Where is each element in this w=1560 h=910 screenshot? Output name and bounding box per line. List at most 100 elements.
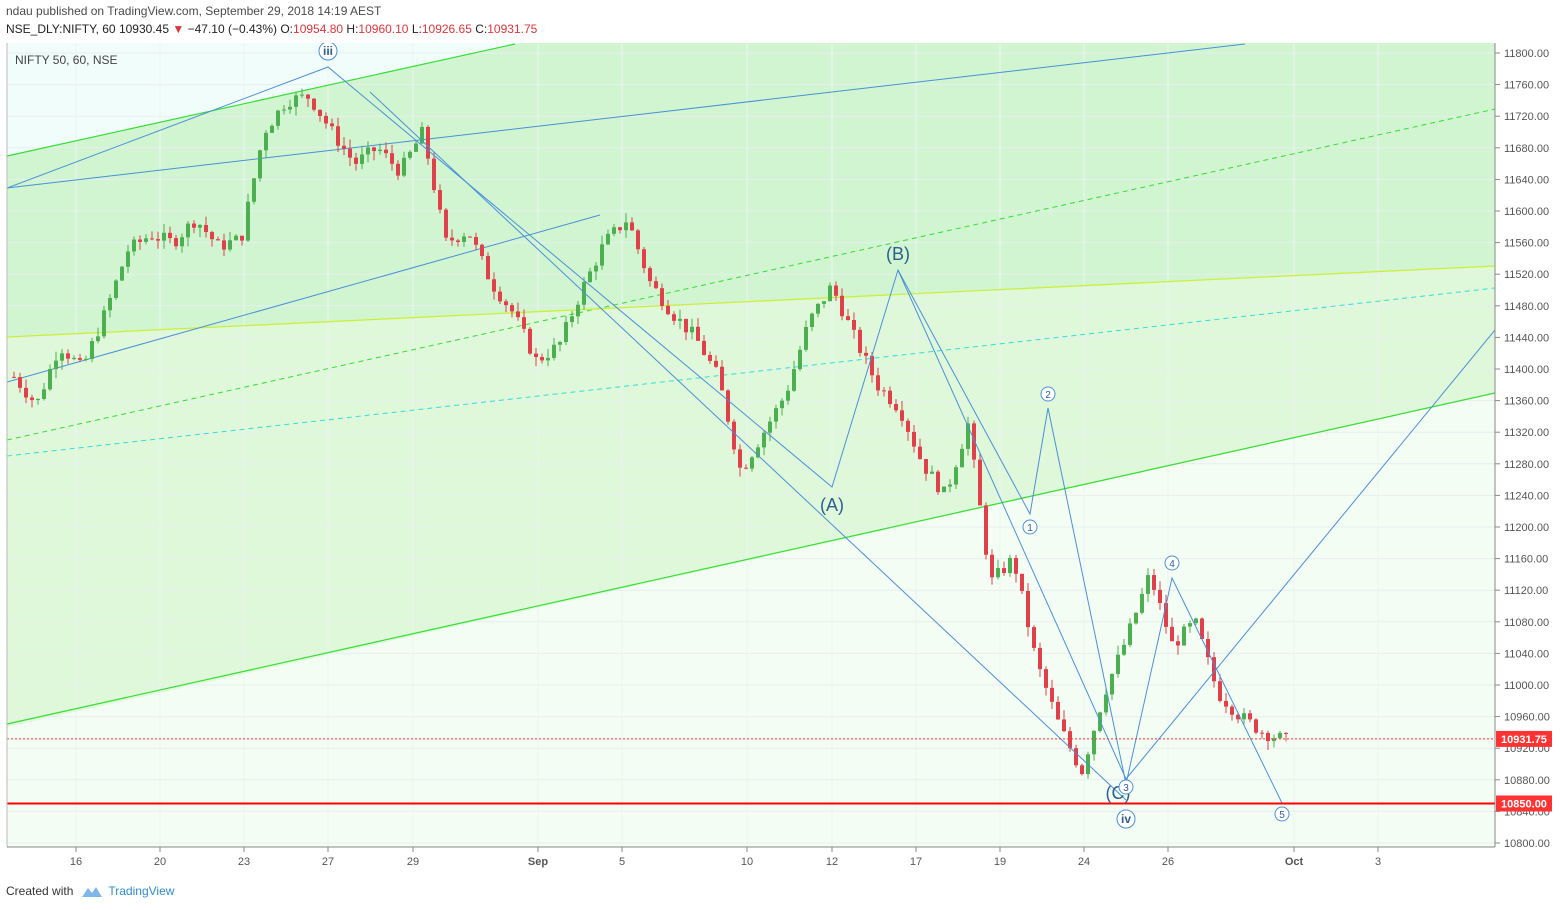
wave-label-circle [318, 43, 338, 61]
candle-body [276, 110, 280, 126]
publisher-name[interactable]: ndau [6, 4, 33, 18]
candle-body [1278, 732, 1282, 739]
down-arrow-icon: ▼ [172, 22, 185, 36]
candle-body [426, 126, 430, 159]
candle-body [60, 353, 64, 361]
candle-body [462, 236, 466, 243]
candle-body [450, 237, 454, 241]
price-tick-label: 11320.00 [1504, 427, 1549, 439]
support-price-tag: 10850.00 [1501, 799, 1547, 811]
candle-body [594, 265, 598, 272]
time-tick-label: 19 [994, 856, 1006, 868]
candle-body [1020, 573, 1024, 591]
low-value: 10926.65 [421, 22, 472, 36]
candle-body [624, 222, 628, 231]
candle-body [768, 421, 772, 433]
cyan-dashed-line [7, 287, 1495, 457]
candle-body [810, 313, 814, 328]
candle-body [258, 150, 262, 179]
candle-body [600, 244, 604, 266]
candle-body [126, 251, 130, 267]
candle-body [546, 357, 550, 361]
candle-body [372, 147, 376, 152]
candle-body [1002, 568, 1006, 574]
wave-polyline [7, 66, 1495, 780]
candle-body [840, 295, 844, 317]
candle-body [1026, 590, 1030, 628]
candle-body [270, 125, 274, 133]
candle-body [966, 423, 970, 449]
candle-body [360, 154, 364, 164]
time-tick-label: 16 [70, 856, 82, 868]
chart-legend-title: NIFTY 50, 60, NSE [15, 53, 118, 67]
candle-body [330, 123, 334, 127]
candle-body [312, 98, 316, 110]
candle-body [636, 230, 640, 250]
candle-body [102, 310, 106, 337]
price-tick-label: 11640.00 [1504, 174, 1549, 186]
candle-body [882, 390, 886, 392]
wave-label-circle [1022, 519, 1038, 535]
candle-body [402, 157, 406, 176]
candle-body [1092, 730, 1096, 755]
candle-body [78, 358, 82, 360]
candle-body [924, 459, 928, 474]
candle-body [1260, 732, 1264, 734]
price-tick-label: 11400.00 [1504, 364, 1549, 376]
candle-body [204, 224, 208, 233]
candle-body [228, 240, 232, 250]
candle-body [324, 116, 328, 124]
candle-body [630, 222, 634, 231]
tradingview-brand-label: TradingView [108, 884, 175, 898]
tradingview-brand[interactable]: TradingView [81, 884, 174, 898]
candle-body [906, 420, 910, 432]
candle-body [786, 390, 790, 401]
candle-body [1170, 626, 1174, 642]
candle-body [1182, 626, 1186, 646]
candle-body [816, 303, 820, 314]
wave-label-2: 2 [1045, 390, 1051, 401]
price-tick-label: 11120.00 [1504, 585, 1548, 597]
candle-body [486, 256, 490, 280]
candle-body [396, 163, 400, 176]
candle-body [216, 239, 220, 241]
candle-body [36, 398, 40, 401]
candle-body [90, 341, 94, 359]
price-tick-label: 11760.00 [1504, 80, 1549, 92]
candle-body [42, 389, 46, 399]
candle-body [1062, 719, 1066, 732]
time-tick-label: Oct [1285, 856, 1304, 868]
price-axis[interactable]: 11800.00 11760.00 11720.00 11680.00 11640.00… [1495, 48, 1550, 850]
candle-body [972, 423, 976, 460]
price-tick-label: 11440.00 [1504, 332, 1549, 344]
wave-label-5: 5 [1279, 810, 1285, 821]
candle-body [978, 459, 982, 506]
candle-body [480, 244, 484, 257]
price-tick-label: 10960.00 [1504, 712, 1550, 724]
candle-body [516, 311, 520, 318]
candle-body [1140, 593, 1144, 613]
candle-body [918, 446, 922, 460]
candle-body [1104, 694, 1108, 713]
price-tick-label: 11040.00 [1504, 648, 1549, 660]
candle-body [1068, 731, 1072, 749]
candle-body [588, 271, 592, 283]
time-axis[interactable]: 16 20 23 27 29 Sep 5 10 12 17 19 24 26 Oct 3 [70, 847, 1381, 868]
symbol-name: NSE_DLY:NIFTY, 60 [6, 22, 116, 36]
candle-body [708, 355, 712, 361]
candle-body [1044, 669, 1048, 688]
candle-body [1134, 612, 1138, 624]
price-tick-label: 11800.00 [1504, 48, 1549, 60]
candle-body [192, 223, 196, 228]
candle-body [492, 279, 496, 292]
candle-body [438, 190, 442, 210]
candle-body [1218, 681, 1222, 701]
price-tick-label: 11200.00 [1504, 522, 1549, 534]
price-tick-label: 11080.00 [1504, 617, 1549, 629]
candle-body [1074, 748, 1078, 766]
price-tick-label: 11480.00 [1504, 301, 1549, 313]
price-change: −47.10 (−0.43%) [187, 22, 277, 36]
wave-label-B: (B) [886, 244, 910, 264]
